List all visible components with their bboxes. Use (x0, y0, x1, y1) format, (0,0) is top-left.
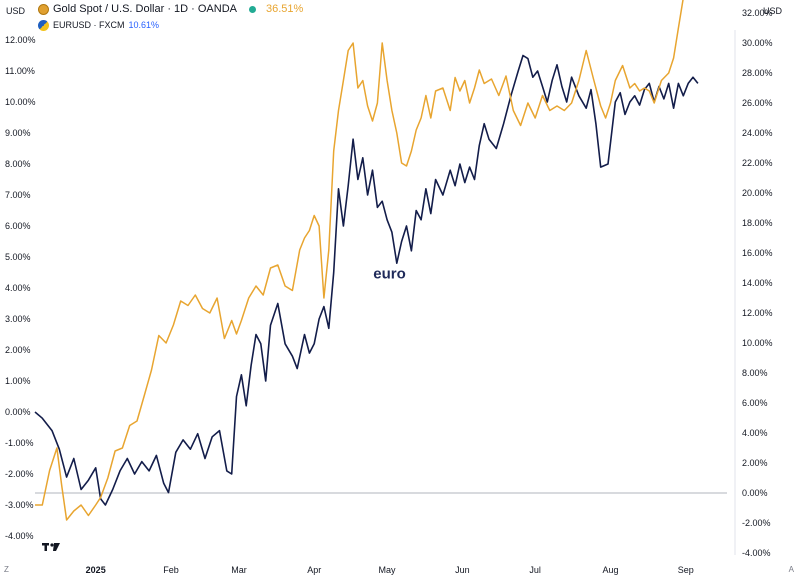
right-tick-label: 8.00% (742, 368, 768, 378)
left-tick-label: 4.00% (5, 283, 31, 293)
annotations: goldeuro (373, 266, 406, 283)
right-tick-label: 22.00% (742, 158, 773, 168)
x-tick-label: Apr (307, 565, 321, 575)
tradingview-logo-icon (42, 543, 60, 551)
right-tick-label: 32.00% (742, 8, 773, 18)
x-tick-label: Feb (163, 565, 179, 575)
right-tick-label: 24.00% (742, 128, 773, 138)
left-tick-label: 3.00% (5, 314, 31, 324)
right-tick-label: 6.00% (742, 398, 768, 408)
left-tick-label: -2.00% (5, 469, 34, 479)
right-tick-label: 28.00% (742, 68, 773, 78)
left-tick-label: 5.00% (5, 252, 31, 262)
right-tick-label: 10.00% (742, 338, 773, 348)
right-tick-label: 30.00% (742, 38, 773, 48)
right-tick-label: -2.00% (742, 518, 771, 528)
left-tick-label: 0.00% (5, 407, 31, 417)
left-tick-label: 10.00% (5, 97, 36, 107)
eur-title: EURUSD · FXCM (53, 20, 125, 30)
right-tick-label: 4.00% (742, 428, 768, 438)
left-tick-label: 11.00% (5, 66, 35, 76)
left-tick-label: -3.00% (5, 500, 34, 510)
right-tick-label: 16.00% (742, 248, 773, 258)
left-tick-label: 12.00% (5, 35, 36, 45)
left-tick-label: -1.00% (5, 438, 34, 448)
right-tick-label: 0.00% (742, 488, 768, 498)
gold-series-line[interactable] (35, 0, 698, 521)
left-tick-label: 6.00% (5, 221, 31, 231)
legend-eur[interactable]: EURUSD · FXCM 10.61% (38, 18, 159, 32)
right-tick-label: 12.00% (742, 308, 773, 318)
x-tick-label: 2025 (86, 565, 106, 575)
right-tick-label: 18.00% (742, 218, 773, 228)
right-tick-label: 20.00% (742, 188, 773, 198)
x-tick-label: May (379, 565, 397, 575)
left-tick-label: 9.00% (5, 128, 31, 138)
left-currency-label[interactable]: USD (6, 6, 26, 16)
euro-series-line[interactable] (34, 54, 699, 506)
left-tick-label: 7.00% (5, 190, 31, 200)
x-tick-label: Jul (529, 565, 541, 575)
right-tick-label: -4.00% (742, 548, 771, 558)
x-tick-label: Sep (678, 565, 694, 575)
corner-left-label[interactable]: Z (4, 565, 9, 574)
euro-annotation: euro (373, 266, 406, 283)
gold-change: 36.51% (266, 3, 304, 15)
x-axis: 2025 Feb Mar Apr May Jun Jul Aug Sep (86, 565, 694, 575)
eurusd-flag-icon (38, 19, 49, 31)
left-tick-label: 2.00% (5, 345, 31, 355)
right-tick-label: 14.00% (742, 278, 773, 288)
right-tick-label: 2.00% (742, 458, 768, 468)
right-currency-label[interactable]: USD (762, 6, 782, 16)
x-tick-label: Jun (455, 565, 470, 575)
series-layer (34, 0, 699, 521)
x-tick-label: Aug (602, 565, 618, 575)
legend-gold[interactable]: Gold Spot / U.S. Dollar · 1D · OANDA 36.… (38, 2, 303, 16)
gold-coin-icon (38, 3, 49, 15)
left-tick-label: 8.00% (5, 159, 31, 169)
right-tick-label: 26.00% (742, 98, 773, 108)
right-axis: -4.00% -2.00% 0.00% 2.00% 4.00% 6.00% 8.00% 10.… (742, 8, 773, 558)
x-tick-label: Mar (231, 565, 247, 575)
chart-header: USD Gold Spot / U.S. Dollar · 1D · OANDA… (0, 0, 800, 36)
corner-right-label[interactable]: A (788, 565, 794, 574)
left-tick-label: 1.00% (5, 376, 31, 386)
eur-change: 10.61% (128, 20, 160, 30)
market-open-dot-icon (249, 5, 256, 13)
left-axis: -4.00% -3.00% -2.00% -1.00% 0.00% 1.00% 2.00% 3… (5, 35, 36, 541)
left-tick-label: -4.00% (5, 531, 34, 541)
gold-title: Gold Spot / U.S. Dollar · 1D · OANDA (53, 3, 237, 15)
